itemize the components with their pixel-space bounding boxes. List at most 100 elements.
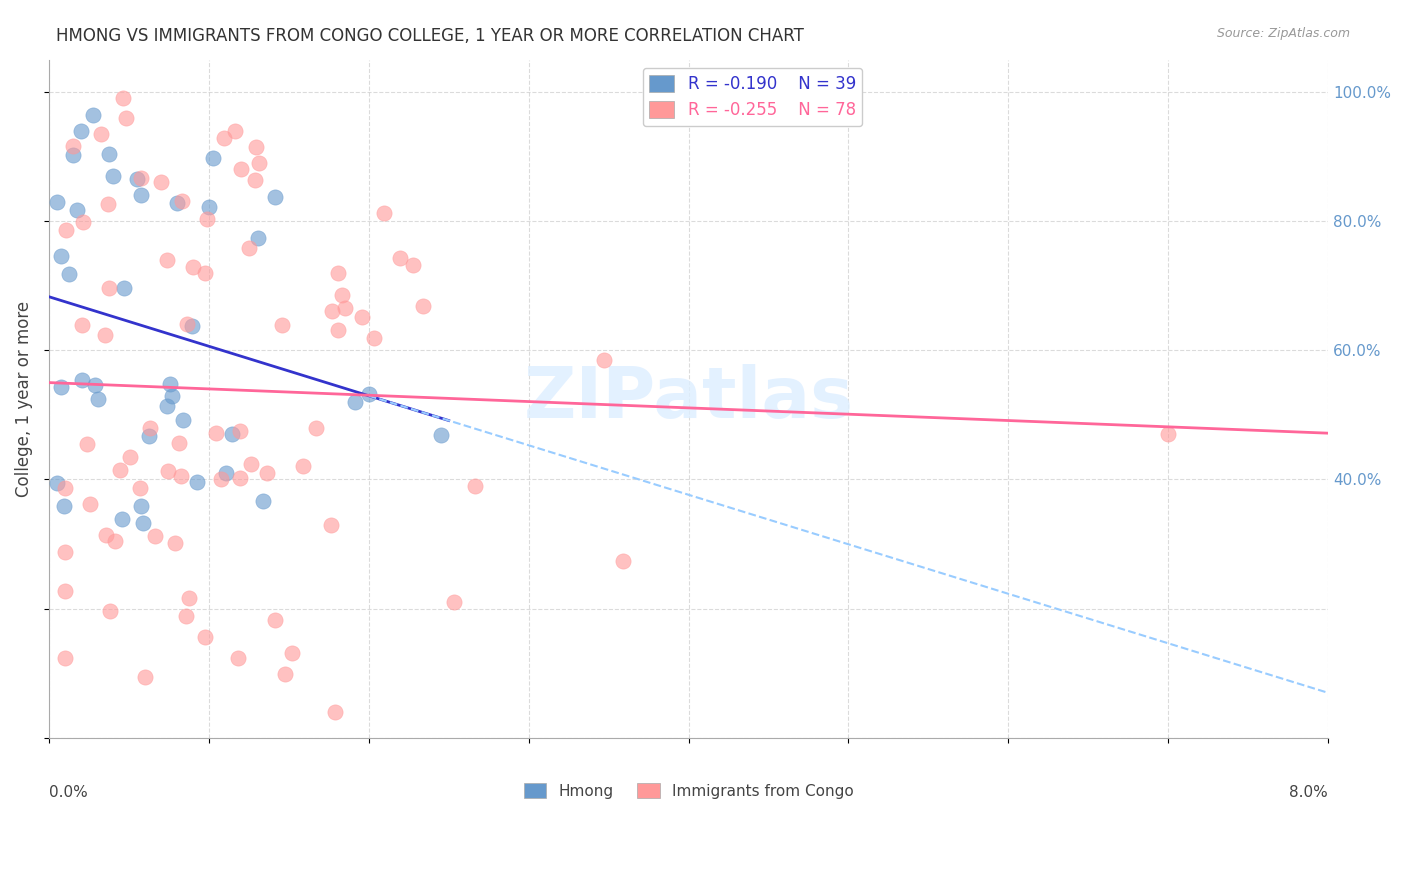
Point: [155, 399, 177, 413]
Point: [70, 318, 93, 332]
Point: [350, 310, 373, 324]
Point: [172, 413, 194, 427]
Point: [134, 670, 156, 684]
Point: [221, 426, 243, 441]
Point: [239, 457, 262, 471]
Point: [156, 253, 179, 268]
Point: [129, 171, 152, 186]
Point: [198, 200, 221, 214]
Point: [79, 497, 101, 511]
Point: [194, 267, 217, 281]
Point: [72, 215, 94, 229]
Point: [53, 650, 76, 665]
Point: [229, 162, 252, 177]
Point: [333, 301, 356, 315]
Point: [139, 420, 162, 434]
Point: [145, 529, 167, 543]
Point: [402, 258, 425, 272]
Point: [53, 545, 76, 559]
Point: [388, 251, 411, 265]
Point: [174, 609, 197, 624]
Point: [1157, 427, 1180, 442]
Legend: Hmong, Immigrants from Congo: Hmong, Immigrants from Congo: [517, 776, 859, 805]
Point: [363, 331, 385, 345]
Text: HMONG VS IMMIGRANTS FROM CONGO COLLEGE, 1 YEAR OR MORE CORRELATION CHART: HMONG VS IMMIGRANTS FROM CONGO COLLEGE, …: [56, 27, 804, 45]
Point: [195, 212, 218, 227]
Point: [156, 464, 179, 478]
Text: Source: ZipAtlas.com: Source: ZipAtlas.com: [1216, 27, 1350, 40]
Point: [176, 317, 198, 331]
Point: [163, 536, 186, 550]
Point: [129, 187, 152, 202]
Point: [111, 512, 134, 526]
Point: [159, 377, 181, 392]
Point: [263, 613, 285, 627]
Point: [344, 395, 367, 409]
Point: [112, 281, 135, 295]
Point: [247, 155, 270, 169]
Point: [101, 169, 124, 183]
Point: [243, 172, 266, 186]
Point: [58, 268, 80, 282]
Point: [305, 421, 328, 435]
Point: [90, 127, 112, 141]
Point: [229, 425, 252, 439]
Point: [98, 281, 121, 295]
Point: [97, 197, 120, 211]
Point: [256, 466, 278, 480]
Point: [70, 373, 93, 387]
Point: [46, 195, 69, 210]
Point: [321, 518, 343, 533]
Point: [49, 380, 72, 394]
Point: [87, 392, 110, 406]
Point: [179, 591, 201, 606]
Point: [186, 475, 208, 489]
Text: 0.0%: 0.0%: [49, 785, 87, 800]
Point: [238, 241, 260, 255]
Point: [201, 151, 224, 165]
Text: 8.0%: 8.0%: [1289, 785, 1329, 800]
Point: [430, 428, 453, 442]
Point: [138, 428, 160, 442]
Point: [209, 472, 232, 486]
Point: [224, 124, 246, 138]
Point: [181, 260, 204, 274]
Point: [252, 493, 274, 508]
Point: [53, 481, 76, 495]
Point: [321, 304, 343, 318]
Point: [76, 436, 98, 450]
Point: [205, 425, 228, 440]
Point: [245, 140, 267, 154]
Point: [70, 123, 93, 137]
Point: [328, 323, 350, 337]
Point: [62, 148, 84, 162]
Point: [111, 91, 134, 105]
Point: [55, 223, 77, 237]
Point: [98, 604, 121, 618]
Point: [292, 458, 315, 473]
Point: [357, 386, 380, 401]
Point: [443, 595, 465, 609]
Point: [281, 646, 304, 660]
Point: [373, 205, 395, 219]
Point: [104, 533, 127, 548]
Point: [66, 202, 89, 217]
Point: [53, 499, 76, 513]
Point: [120, 450, 142, 464]
Point: [325, 705, 347, 719]
Point: [172, 194, 194, 209]
Point: [274, 667, 297, 681]
Point: [181, 318, 204, 333]
Point: [247, 231, 270, 245]
Point: [226, 650, 249, 665]
Point: [330, 288, 353, 302]
Point: [160, 389, 183, 403]
Point: [94, 327, 117, 342]
Point: [129, 499, 152, 513]
Point: [215, 466, 238, 480]
Point: [412, 298, 434, 312]
Point: [612, 554, 634, 568]
Text: ZIPatlas: ZIPatlas: [523, 364, 853, 434]
Point: [167, 435, 190, 450]
Point: [46, 476, 69, 491]
